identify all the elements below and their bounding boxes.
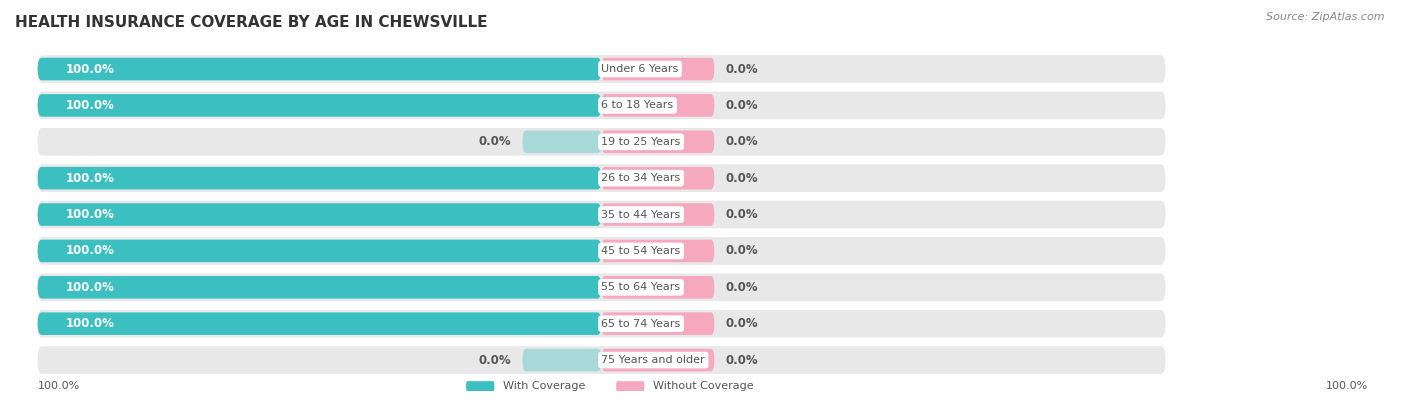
Text: 100.0%: 100.0%	[66, 244, 115, 257]
Text: 0.0%: 0.0%	[478, 354, 512, 366]
FancyBboxPatch shape	[467, 381, 495, 391]
FancyBboxPatch shape	[38, 237, 1166, 265]
Text: 0.0%: 0.0%	[725, 172, 758, 185]
Text: 19 to 25 Years: 19 to 25 Years	[602, 137, 681, 147]
Text: 0.0%: 0.0%	[725, 281, 758, 294]
Text: 0.0%: 0.0%	[725, 317, 758, 330]
FancyBboxPatch shape	[602, 312, 714, 335]
Text: 100.0%: 100.0%	[66, 63, 115, 76]
FancyBboxPatch shape	[602, 130, 714, 153]
FancyBboxPatch shape	[38, 346, 1166, 374]
Text: 55 to 64 Years: 55 to 64 Years	[602, 282, 681, 292]
FancyBboxPatch shape	[38, 55, 1166, 83]
Text: 35 to 44 Years: 35 to 44 Years	[602, 210, 681, 220]
FancyBboxPatch shape	[38, 312, 602, 335]
FancyBboxPatch shape	[616, 381, 644, 391]
Text: 0.0%: 0.0%	[725, 208, 758, 221]
Text: 100.0%: 100.0%	[66, 208, 115, 221]
Text: Source: ZipAtlas.com: Source: ZipAtlas.com	[1267, 12, 1385, 22]
FancyBboxPatch shape	[38, 92, 1166, 119]
FancyBboxPatch shape	[38, 310, 1166, 337]
FancyBboxPatch shape	[38, 164, 1166, 192]
Text: 65 to 74 Years: 65 to 74 Years	[602, 319, 681, 329]
FancyBboxPatch shape	[38, 167, 602, 189]
Text: 75 Years and older: 75 Years and older	[602, 355, 706, 365]
FancyBboxPatch shape	[523, 130, 602, 153]
FancyBboxPatch shape	[602, 167, 714, 189]
FancyBboxPatch shape	[602, 239, 714, 262]
FancyBboxPatch shape	[38, 273, 1166, 301]
FancyBboxPatch shape	[602, 276, 714, 298]
Text: 0.0%: 0.0%	[725, 99, 758, 112]
FancyBboxPatch shape	[38, 201, 1166, 228]
Text: 0.0%: 0.0%	[725, 135, 758, 148]
Text: 45 to 54 Years: 45 to 54 Years	[602, 246, 681, 256]
Text: 0.0%: 0.0%	[725, 354, 758, 366]
Text: 0.0%: 0.0%	[478, 135, 512, 148]
Text: 100.0%: 100.0%	[1326, 381, 1368, 391]
FancyBboxPatch shape	[523, 349, 602, 371]
FancyBboxPatch shape	[602, 94, 714, 117]
Text: Under 6 Years: Under 6 Years	[602, 64, 679, 74]
FancyBboxPatch shape	[38, 276, 602, 298]
Text: 100.0%: 100.0%	[66, 281, 115, 294]
Text: 100.0%: 100.0%	[66, 317, 115, 330]
FancyBboxPatch shape	[602, 203, 714, 226]
Text: 100.0%: 100.0%	[66, 99, 115, 112]
FancyBboxPatch shape	[38, 128, 1166, 156]
Text: 26 to 34 Years: 26 to 34 Years	[602, 173, 681, 183]
Text: With Coverage: With Coverage	[503, 381, 586, 391]
FancyBboxPatch shape	[38, 58, 602, 81]
Text: 0.0%: 0.0%	[725, 244, 758, 257]
Text: 100.0%: 100.0%	[66, 172, 115, 185]
Text: 6 to 18 Years: 6 to 18 Years	[602, 100, 673, 110]
FancyBboxPatch shape	[38, 94, 602, 117]
Text: 100.0%: 100.0%	[38, 381, 80, 391]
FancyBboxPatch shape	[602, 349, 714, 371]
FancyBboxPatch shape	[38, 239, 602, 262]
Text: 0.0%: 0.0%	[725, 63, 758, 76]
Text: Without Coverage: Without Coverage	[654, 381, 754, 391]
FancyBboxPatch shape	[38, 203, 602, 226]
FancyBboxPatch shape	[602, 58, 714, 81]
Text: HEALTH INSURANCE COVERAGE BY AGE IN CHEWSVILLE: HEALTH INSURANCE COVERAGE BY AGE IN CHEW…	[15, 15, 488, 30]
